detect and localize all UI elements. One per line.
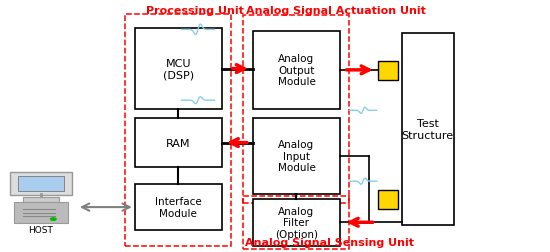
Bar: [135, 118, 222, 168]
FancyBboxPatch shape: [18, 176, 64, 192]
Bar: [243, 16, 349, 203]
FancyBboxPatch shape: [14, 202, 68, 224]
Bar: [135, 29, 222, 110]
Bar: [378, 190, 398, 209]
Text: Interface
Module: Interface Module: [155, 197, 202, 218]
Text: MCU
(DSP): MCU (DSP): [163, 58, 194, 80]
Text: Analog
Filter
(Option): Analog Filter (Option): [275, 206, 318, 239]
Bar: [253, 32, 340, 110]
FancyBboxPatch shape: [23, 197, 59, 202]
Bar: [253, 199, 340, 246]
Bar: [253, 118, 340, 194]
Bar: [402, 34, 454, 226]
Text: Analog Signal Actuation Unit: Analog Signal Actuation Unit: [246, 6, 426, 16]
Text: HOST: HOST: [28, 226, 53, 235]
Bar: [378, 62, 398, 81]
Text: Analog Signal Sensing Unit: Analog Signal Sensing Unit: [245, 237, 414, 247]
Text: Analog
Output
Module: Analog Output Module: [278, 54, 315, 87]
Bar: [125, 15, 231, 246]
Text: Processing Unit: Processing Unit: [146, 6, 244, 16]
Text: RAM: RAM: [166, 138, 190, 148]
Bar: [135, 184, 222, 231]
Circle shape: [51, 218, 56, 220]
Text: Test
Structure: Test Structure: [402, 119, 454, 141]
Bar: [243, 197, 349, 249]
Text: Analog
Input
Module: Analog Input Module: [278, 140, 315, 173]
FancyBboxPatch shape: [10, 172, 72, 195]
